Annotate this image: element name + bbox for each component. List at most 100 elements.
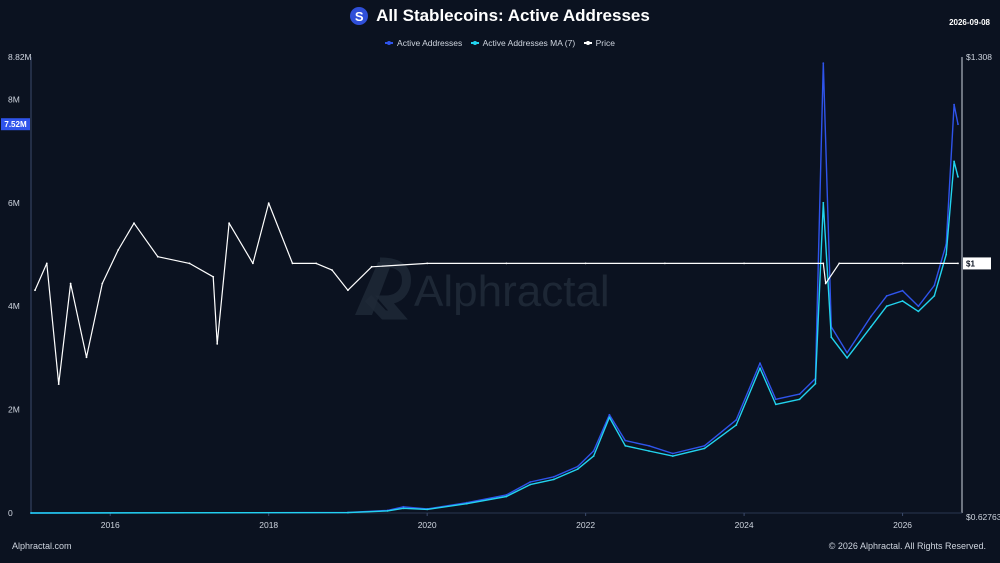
right-tick-label: $1.308: [966, 52, 992, 62]
series-price: [34, 202, 958, 385]
legend-label: Active Addresses MA (7): [482, 38, 576, 48]
series-active-addresses-ma7-point: [30, 512, 32, 514]
series-price-point: [291, 262, 294, 265]
series-active-addresses-ma7-point: [553, 478, 555, 481]
series-active-addresses-ma7-point: [870, 326, 872, 328]
series-active-addresses-ma7-point: [529, 483, 532, 486]
series-active-addresses-ma7: [30, 160, 959, 514]
series-price-point: [57, 383, 60, 385]
right-current-value-badge: [963, 257, 991, 270]
x-tick-label: 2024: [735, 520, 754, 530]
series-active-addresses-ma7-point: [608, 416, 611, 419]
series-active-addresses-ma7-point: [347, 511, 349, 514]
left-tick-label: 4M: [8, 301, 20, 311]
series-active-addresses-ma7-point: [830, 336, 833, 339]
series-active-addresses: [30, 62, 959, 514]
left-tick-label: 6M: [8, 198, 20, 208]
series-active-addresses-ma7-point: [735, 424, 738, 426]
left-current-value-badge: [1, 118, 30, 131]
series-price-point: [584, 262, 587, 265]
series-active-addresses-ma7-point: [703, 447, 706, 450]
date-stamp: 2026-09-08: [949, 18, 990, 27]
legend-marker-icon: [385, 40, 394, 45]
legend-item-ma7[interactable]: Active Addresses MA (7): [470, 38, 576, 48]
series-price-point: [331, 269, 333, 271]
x-tick-label: 2016: [101, 520, 120, 530]
series-price-point: [743, 262, 745, 265]
series-active-addresses-ma7-point: [953, 160, 955, 163]
series-price-point: [426, 262, 429, 265]
watermark-logo: Alphractal: [355, 257, 610, 320]
series-active-addresses-point: [608, 413, 611, 416]
legend-label: Active Addresses: [397, 38, 463, 48]
series-active-addresses-ma7-point: [822, 201, 825, 204]
left-tick-label: 2M: [8, 405, 20, 415]
series-active-addresses-ma7-point: [933, 295, 936, 297]
series-active-addresses-ma7-point: [957, 176, 959, 178]
series-price-point: [957, 262, 959, 265]
series-price-point: [901, 262, 904, 265]
series-active-addresses-ma7-point: [774, 403, 777, 406]
series-price-point: [347, 289, 349, 292]
series-price-point: [34, 289, 36, 292]
left-tick-label: 8.82M: [8, 52, 32, 62]
footer-site[interactable]: Alphractal.com: [12, 541, 72, 551]
series-active-addresses-point: [671, 452, 674, 455]
chart-title: All Stablecoins: Active Addresses: [376, 6, 650, 25]
series-active-addresses-point: [822, 62, 825, 65]
series-active-addresses-ma7-point: [386, 510, 389, 512]
series-active-addresses-ma7-point: [648, 450, 650, 452]
series-active-addresses-point: [553, 475, 555, 478]
series-active-addresses-ma7-point: [814, 382, 817, 385]
series-price-point: [824, 282, 827, 285]
left-current-value-label: 7.52M: [4, 120, 27, 129]
series-active-addresses-ma7-point: [426, 508, 429, 511]
series-active-addresses-ma7-point: [917, 310, 920, 313]
x-tick-label: 2026: [893, 520, 912, 530]
x-tick-label: 2020: [418, 520, 437, 530]
series-price-point: [117, 249, 120, 251]
watermark-text: Alphractal: [414, 267, 610, 316]
series-active-addresses-point: [703, 444, 706, 447]
series-price-point: [370, 265, 373, 268]
series-active-addresses-point: [735, 419, 738, 421]
series-active-addresses-point: [529, 481, 532, 483]
series-active-addresses-ma7-point: [885, 305, 888, 308]
series-price-point: [133, 222, 135, 225]
series-active-addresses-ma7-point: [576, 468, 579, 470]
watermark-mark-icon: [355, 262, 392, 315]
series-active-addresses-point: [402, 505, 405, 508]
series-active-addresses-point: [774, 398, 777, 401]
series-price-point: [156, 255, 159, 258]
series-price-point: [822, 262, 825, 265]
series-active-addresses-ma7-point: [798, 398, 801, 401]
series-price-point: [101, 282, 104, 285]
series-price-point: [85, 356, 88, 359]
stablecoin-logo-icon: S: [350, 7, 369, 25]
series-active-addresses-point: [505, 494, 508, 496]
series-price-point: [267, 202, 270, 205]
series-price-point: [45, 262, 48, 265]
right-tick-label: $0.62763: [966, 512, 1000, 522]
series-active-addresses-point: [846, 351, 848, 354]
series-active-addresses-point: [759, 362, 761, 364]
legend-item-price[interactable]: Price: [583, 38, 615, 48]
series-active-addresses-point: [953, 103, 955, 106]
x-tick-label: 2022: [576, 520, 595, 530]
series-price-point: [838, 262, 841, 265]
series-active-addresses-point: [576, 465, 579, 468]
x-tick-label: 2018: [259, 520, 278, 530]
right-current-value-label: $1: [966, 259, 975, 268]
series-price-point: [69, 282, 72, 285]
title-group: S All Stablecoins: Active Addresses: [350, 6, 650, 26]
series-active-addresses-point: [870, 315, 872, 318]
series-active-addresses-point: [901, 289, 904, 292]
series-active-addresses-ma7-point: [505, 495, 508, 498]
series-active-addresses-ma7-point: [901, 300, 904, 302]
series-active-addresses-point: [592, 450, 595, 452]
series-price-point: [188, 262, 191, 265]
legend-item-active-addresses[interactable]: Active Addresses: [385, 38, 462, 48]
legend-label: Price: [595, 38, 615, 48]
series-active-addresses-ma7-point: [624, 444, 627, 447]
